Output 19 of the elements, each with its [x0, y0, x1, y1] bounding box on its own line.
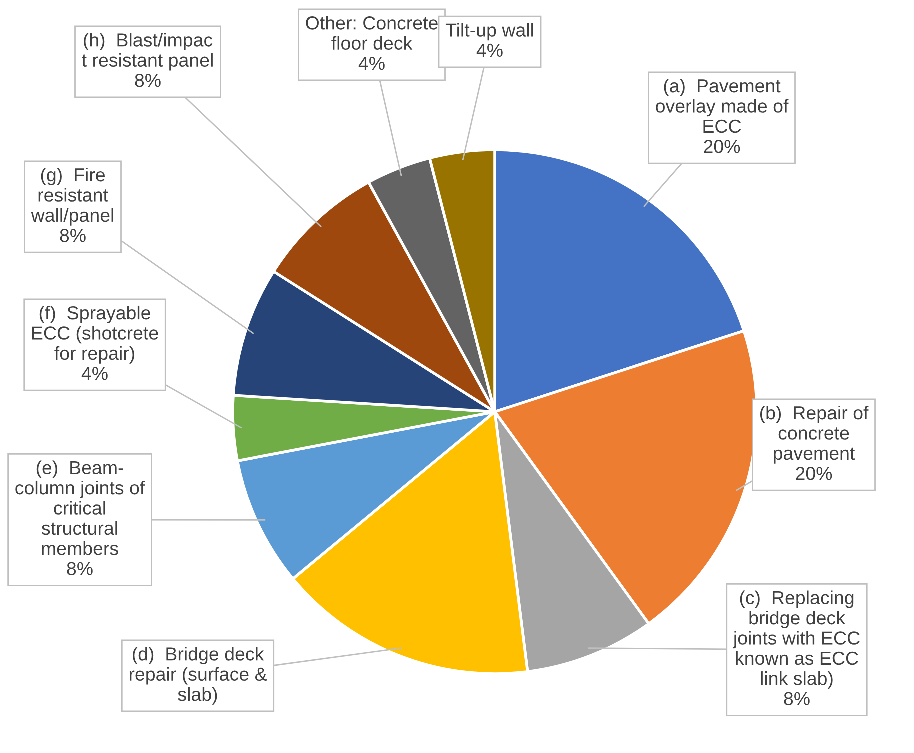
slice-label: (b) Repair of concrete pavement [760, 406, 869, 464]
slice-label: (g) Fire resistant wall/panel [31, 168, 114, 226]
data-label: 8% [135, 74, 161, 88]
data-label: 8% [60, 229, 86, 242]
slice-label: Other: Concrete floor deck [306, 16, 438, 50]
data-label: 8% [67, 562, 93, 576]
slice-label: (e) Beam- column joints of critical structural members [16, 460, 146, 556]
data-label: 8% [784, 692, 810, 706]
data-label: 4% [358, 57, 385, 70]
slice-label: Tilt-up wall [446, 23, 534, 41]
slice-label: (a) Pavement overlay made of ECC [656, 78, 789, 134]
data-label: 4% [476, 44, 503, 58]
slice-label: (h) Blast/impac t resistant panel [82, 33, 213, 71]
slice-label: (d) Bridge deck repair (surface & slab) [130, 647, 268, 705]
slice-label: (c) Replacing bridge deck joints with ECC known as ECC link slab) [732, 590, 860, 690]
data-label: 20% [796, 467, 832, 480]
data-label: 20% [704, 140, 740, 154]
slice-label: (f) Sprayable ECC (shotcrete for repair) [32, 306, 158, 364]
data-label: 4% [82, 367, 108, 380]
